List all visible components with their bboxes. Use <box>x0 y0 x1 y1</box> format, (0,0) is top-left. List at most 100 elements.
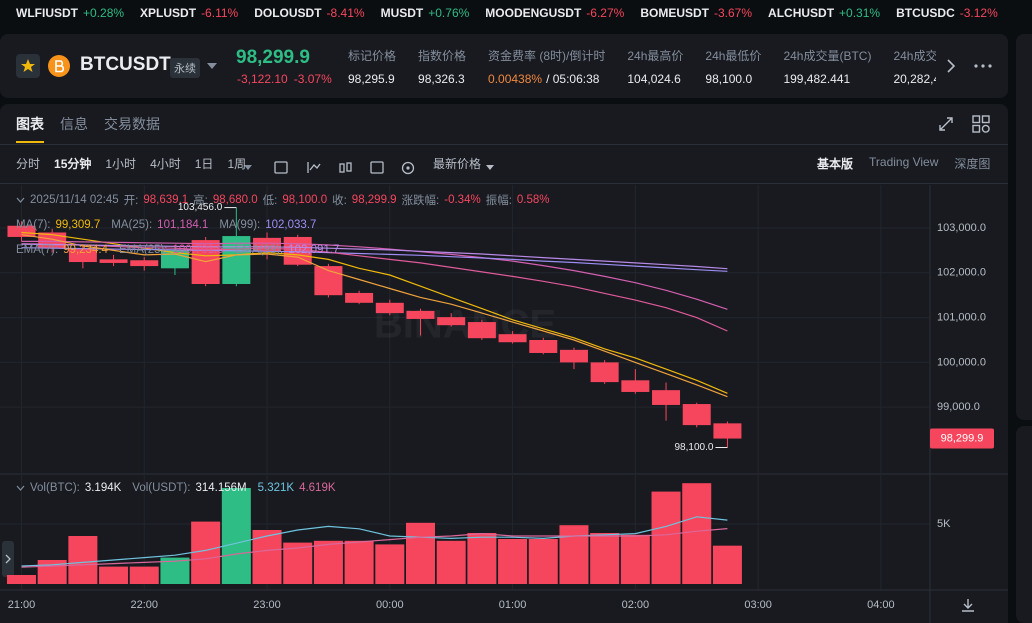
chart: 99,000.0 100,000.0 101,000.0 102,000.0 103,0… <box>0 185 1008 623</box>
stat-value: 199,482.441 <box>783 72 851 86</box>
ticker-change: +0.28% <box>83 6 125 20</box>
ticker-item[interactable]: WLFIUSDT +0.28% <box>16 6 124 20</box>
stat-label: 24h成交量(BTC) <box>783 49 872 63</box>
y-tick-label: 102,000.0 <box>937 267 986 279</box>
ticker-item[interactable]: BTCUSDC -3.12% <box>896 6 998 20</box>
ticker-item[interactable]: MOODENGUSDT -6.27% <box>485 6 624 20</box>
volume-bar <box>283 542 313 584</box>
indicator-line <box>21 243 728 332</box>
interval[interactable]: 1周 <box>227 157 247 171</box>
stat: 24h成交量(U 20,282,471,5 <box>893 47 936 86</box>
symbol-header: BTCUSDT 永续 98,299.9 -3,122.10 -3.07% 标记价… <box>0 34 1008 98</box>
x-tick-label: 04:00 <box>867 599 895 611</box>
dropdown-caret[interactable] <box>207 63 217 69</box>
volume-bar <box>344 540 374 584</box>
candle-body <box>375 302 404 314</box>
ticker-item[interactable]: DOLOUSDT -8.41% <box>254 6 364 20</box>
legend-label: EMA(25): <box>118 244 168 256</box>
ticker-item[interactable]: ALCHUSDT +0.31% <box>768 6 880 20</box>
ticker-item[interactable]: XPLUSDT -6.11% <box>140 6 238 20</box>
price-type[interactable]: 最新价格 <box>433 157 482 171</box>
symbol[interactable]: BTCUSDT <box>80 54 171 75</box>
candle-body <box>7 225 36 237</box>
coin-icon <box>48 55 70 77</box>
legend-value: 99,309.7 <box>55 219 101 231</box>
side-panel <box>1016 34 1032 420</box>
side-panel <box>1016 426 1032 623</box>
scale-icon[interactable] <box>960 598 976 612</box>
legend-label: Vol(BTC): <box>30 482 80 494</box>
more-menu[interactable] <box>974 64 992 68</box>
volume-bar <box>405 522 435 584</box>
stat-value: 98,295.9 <box>348 72 395 86</box>
tab-underline <box>16 141 44 143</box>
fullscreen-icon[interactable] <box>938 116 954 132</box>
volume-bar <box>252 530 282 584</box>
x-tick-label: 22:00 <box>130 599 158 611</box>
ticker-change: +0.31% <box>839 6 881 20</box>
stat-value: 98,326.3 <box>418 72 465 86</box>
candle-body <box>437 317 466 326</box>
legend-label: 涨跌幅: <box>401 195 440 207</box>
view[interactable]: 基本版 <box>817 157 854 171</box>
volume-bar <box>712 545 742 584</box>
ticker-item[interactable]: BOMEUSDT -3.67% <box>640 6 752 20</box>
layout-icon[interactable] <box>972 115 990 133</box>
volume-bar <box>375 544 405 584</box>
legend-value: 314.156M <box>195 482 247 494</box>
candle-body <box>621 380 650 392</box>
stat: 资金费率 (8时)/倒计时 0.00438%/ 05:06:38 <box>488 47 605 86</box>
ticker-bar: WLFIUSDT +0.28% XPLUSDT -6.11% DOLOUSDT -8.41… <box>0 0 1032 26</box>
collapse-button[interactable] <box>2 541 14 577</box>
legend-value: 4.619K <box>299 482 336 494</box>
candle-body <box>222 236 251 284</box>
volume-bar <box>467 533 497 584</box>
price-change: -3,122.10 -3.07% <box>237 72 332 86</box>
interval[interactable]: 分时 <box>16 157 41 171</box>
legend-value: 99,234.4 <box>63 244 108 256</box>
candle-body <box>130 260 159 267</box>
ticker-symbol: WLFIUSDT <box>16 6 78 20</box>
indicator-line <box>21 516 728 567</box>
interval[interactable]: 4小时 <box>150 157 181 171</box>
stat-value: 98,100.0 <box>705 72 753 86</box>
legend-label: EMA(7): <box>16 244 59 256</box>
stat: 24h成交量(BTC) 199,482.441 <box>783 47 871 86</box>
tab[interactable]: 交易数据 <box>104 116 160 132</box>
ticker-symbol: MUSDT <box>380 6 424 20</box>
candle-body <box>345 292 374 303</box>
legend-value: 98,639.1 <box>143 194 189 206</box>
favorite-icon[interactable] <box>16 54 40 78</box>
collapse-caret <box>16 482 25 494</box>
interval[interactable]: 1小时 <box>105 157 137 171</box>
toolbar-icons[interactable] <box>244 161 554 175</box>
ticker-item[interactable]: MUSDT +0.76% <box>381 6 470 20</box>
view[interactable]: 深度图 <box>954 157 991 171</box>
legend-label: MA(25): <box>111 219 153 231</box>
volume-bar <box>498 539 528 584</box>
ema-legend: EMA(7): 99,234.4 EMA(25): 100,701.5 EMA(99):… <box>16 244 345 256</box>
stat: 24h最高价 104,024.6 <box>627 47 683 86</box>
interval-toolbar: 分时 15分钟 1小时 4小时 1日 1周 <box>16 155 246 172</box>
tab[interactable]: 图表 <box>16 116 44 132</box>
candle-body <box>406 310 435 319</box>
legend-value: 100,701.5 <box>172 244 224 256</box>
candle-body <box>467 322 496 339</box>
indicator-line <box>21 243 728 270</box>
annotation: 103,456.0 <box>178 202 223 213</box>
x-tick-label: 00:00 <box>376 599 404 611</box>
stat-label: 资金费率 (8时)/倒计时 <box>488 49 606 63</box>
contract-badge: 永续 <box>170 58 200 78</box>
last-price: 98,299.9 <box>236 47 310 68</box>
legend-value: 3.194K <box>84 482 122 494</box>
candle-body <box>99 259 128 263</box>
interval[interactable]: 15分钟 <box>54 157 92 171</box>
indicator-line <box>21 528 728 568</box>
view[interactable]: Trading View <box>869 155 939 169</box>
tab[interactable]: 信息 <box>60 116 88 132</box>
interval[interactable]: 1日 <box>194 157 214 171</box>
candle-body <box>68 248 97 263</box>
scroll-right[interactable] <box>945 59 957 73</box>
volume-bar <box>221 488 251 584</box>
